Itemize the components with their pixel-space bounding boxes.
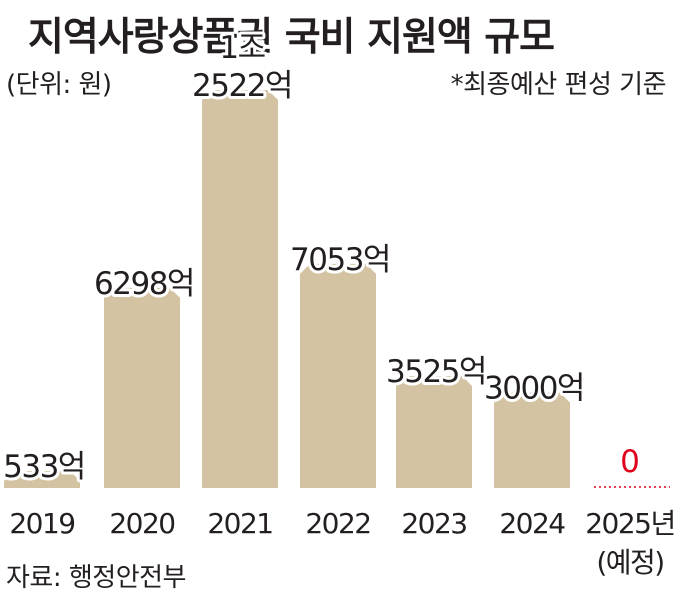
x-tick-2020: 2020 (109, 507, 174, 540)
bar-2021 (202, 90, 278, 488)
x-tick-2019: 2019 (9, 507, 74, 540)
bar-2023 (396, 375, 472, 488)
value-label-2022: 7053억 (290, 242, 390, 278)
value-label-2023: 3525억 (386, 354, 486, 390)
bar-2022 (300, 263, 376, 488)
source-label: 자료: 행정안전부 (6, 563, 186, 593)
value-label-2021-1: 1조 (219, 30, 264, 66)
value-label-2025년: 0 (620, 444, 640, 480)
basis-note: *최종예산 편성 기준 (450, 70, 667, 100)
bar-2024 (494, 392, 570, 488)
chart-title: 지역사랑상품권 국비 지원액 규모 (28, 15, 555, 60)
x-tick-2025년: 2025년 (585, 507, 675, 540)
x-tick-2023: 2023 (401, 507, 466, 540)
x-tick-sublabel-2025년: (예정) (596, 546, 663, 579)
value-label-2021-2: 2522억 (192, 68, 292, 104)
bar-2019 (4, 471, 80, 488)
x-tick-2021: 2021 (207, 507, 272, 540)
value-label-2020: 6298억 (94, 266, 194, 302)
unit-label: (단위: 원) (6, 70, 112, 100)
x-tick-2022: 2022 (305, 507, 370, 540)
x-tick-2024: 2024 (499, 507, 565, 540)
value-label-2019: 533억 (3, 449, 85, 485)
bar-2020 (104, 287, 180, 488)
value-label-2024: 3000억 (484, 371, 584, 407)
